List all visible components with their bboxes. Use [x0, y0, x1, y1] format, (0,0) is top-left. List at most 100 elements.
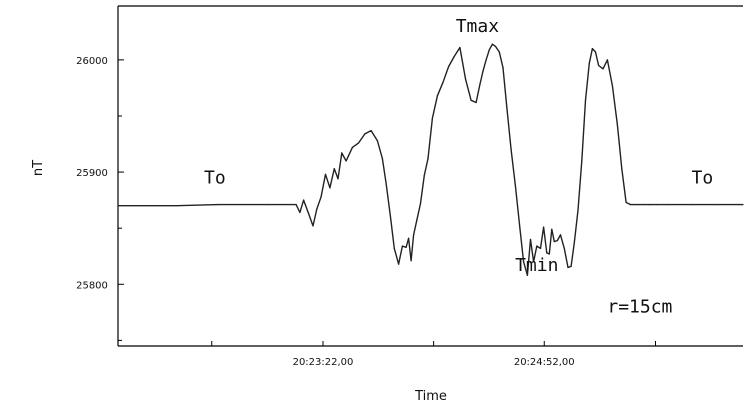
data-point	[329, 187, 331, 189]
data-point	[548, 253, 550, 255]
data-point	[482, 70, 484, 72]
data-point	[453, 55, 455, 58]
data-point	[625, 201, 627, 203]
x-axis-title: Time	[414, 389, 447, 404]
data-point	[370, 129, 372, 132]
data-point	[267, 204, 269, 206]
data-point	[488, 49, 490, 51]
data-point	[667, 204, 669, 206]
data-point	[176, 205, 178, 207]
data-point	[312, 225, 314, 227]
data-point	[510, 149, 512, 151]
data-point	[551, 228, 553, 230]
data-point	[539, 247, 542, 249]
data-point	[364, 133, 366, 135]
data-point	[470, 99, 472, 101]
data-point	[591, 48, 593, 50]
series-group	[117, 43, 744, 276]
data-point	[217, 204, 219, 206]
data-point	[494, 45, 497, 47]
data-point	[308, 212, 310, 215]
data-point	[385, 182, 387, 184]
data-point	[464, 78, 467, 80]
data-point	[692, 204, 694, 206]
annotation-label: To	[204, 167, 226, 188]
data-point	[602, 68, 604, 70]
data-point	[717, 204, 719, 206]
annotation-label: r=15cm	[607, 296, 672, 317]
x-tick-label: 20:24:52,00	[514, 357, 575, 368]
data-point	[519, 227, 521, 229]
data-point	[442, 81, 444, 83]
data-point	[523, 261, 525, 263]
data-point	[427, 158, 429, 160]
data-point	[358, 142, 360, 144]
data-point	[573, 242, 575, 244]
data-point	[643, 204, 645, 206]
data-point	[393, 247, 395, 249]
data-point	[536, 245, 538, 247]
data-point	[656, 204, 658, 206]
data-point	[351, 146, 353, 148]
annotation-label: Tmax	[456, 16, 500, 37]
data-point	[491, 43, 493, 45]
plot-frame	[117, 5, 743, 347]
data-point	[316, 208, 318, 210]
data-point	[529, 238, 532, 240]
data-point	[436, 95, 438, 97]
data-point	[563, 247, 565, 249]
data-point	[376, 140, 378, 142]
data-point	[633, 204, 635, 206]
series-line	[118, 43, 743, 276]
data-point	[570, 265, 572, 267]
data-point	[588, 62, 590, 64]
data-point	[606, 59, 608, 61]
data-point	[584, 99, 587, 101]
annotation-label: To	[692, 167, 714, 188]
data-point	[410, 260, 412, 262]
x-axis: 20:23:22,00 20:24:52,00	[211, 341, 656, 368]
data-point	[651, 204, 653, 206]
data-point	[526, 274, 528, 276]
data-point	[567, 266, 569, 269]
data-point	[405, 246, 407, 248]
data-point	[333, 168, 335, 170]
data-point	[648, 204, 650, 206]
data-point	[629, 204, 632, 206]
data-point	[485, 59, 487, 61]
data-point	[345, 160, 347, 162]
data-point	[581, 160, 583, 162]
data-point	[381, 158, 383, 160]
data-point	[556, 239, 558, 242]
data-point	[533, 261, 535, 263]
data-point	[389, 216, 392, 218]
data-point	[117, 205, 119, 207]
data-point	[475, 101, 477, 104]
data-point	[559, 234, 562, 236]
data-point	[459, 46, 461, 49]
data-point	[543, 226, 545, 228]
annotation-label: Tmin	[515, 255, 558, 276]
data-point	[423, 174, 425, 177]
data-point	[324, 173, 327, 175]
data-point	[616, 124, 618, 126]
data-point	[594, 51, 597, 53]
y-axis: 26000 25900 25800	[76, 56, 124, 341]
data-point	[295, 204, 297, 206]
data-point	[401, 245, 403, 247]
data-point	[598, 64, 600, 67]
data-point	[498, 51, 500, 53]
y-tick-label: 25900	[76, 168, 108, 179]
y-tick-label: 25800	[76, 280, 108, 291]
data-point	[341, 152, 343, 154]
data-point	[303, 199, 305, 201]
data-point	[448, 65, 450, 68]
data-point	[337, 178, 339, 180]
data-point	[320, 196, 322, 198]
data-point	[638, 204, 640, 206]
data-point	[611, 85, 613, 87]
data-point	[413, 234, 415, 236]
data-point	[408, 237, 410, 239]
data-point	[514, 186, 517, 188]
